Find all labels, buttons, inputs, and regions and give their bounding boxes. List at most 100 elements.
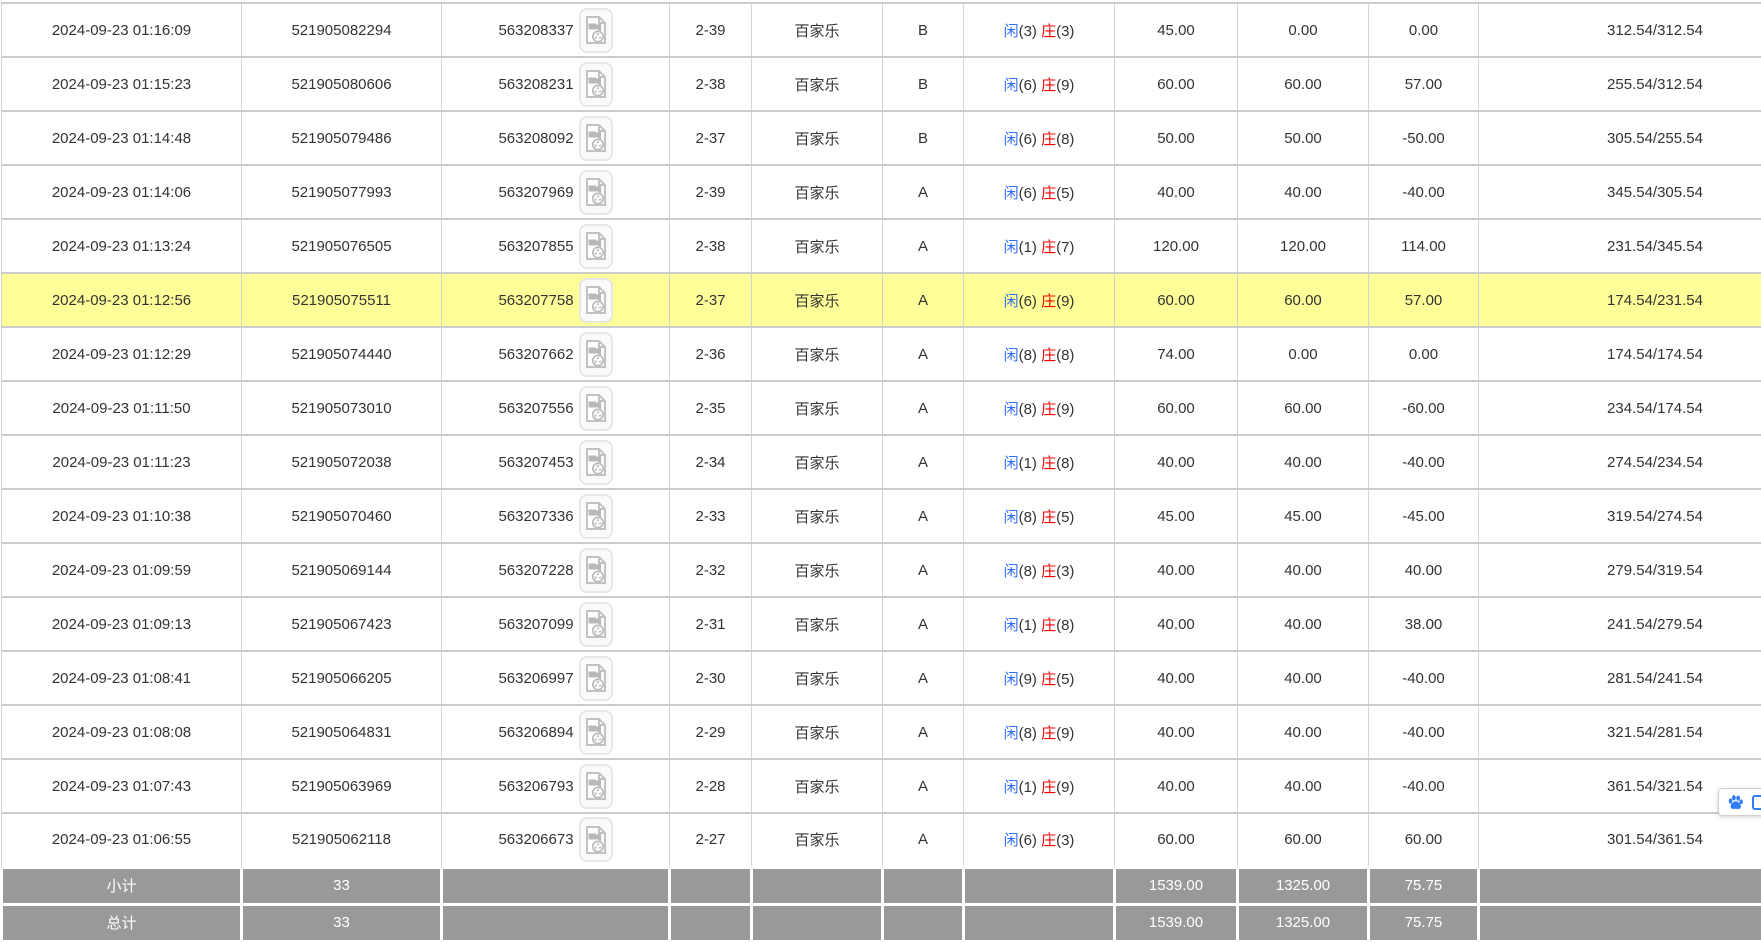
video-replay-button[interactable] — [579, 817, 613, 862]
valid-amount-cell: 40.00 — [1238, 435, 1369, 489]
player-score: (3) — [1019, 23, 1042, 40]
order-id-cell: 521905062118 — [242, 813, 442, 867]
video-replay-button[interactable] — [579, 710, 613, 755]
banker-label: 庄 — [1041, 779, 1056, 796]
balance-cell: 231.54/345.54 — [1479, 219, 1761, 273]
video-replay-button[interactable] — [579, 440, 613, 485]
game-type-cell: 百家乐 — [752, 759, 883, 813]
summary-empty-cell — [670, 904, 752, 941]
banker-score: (8) — [1056, 617, 1074, 634]
player-label: 闲 — [1004, 779, 1019, 796]
valid-amount-cell: 45.00 — [1238, 489, 1369, 543]
order-id-cell: 521905082294 — [242, 3, 442, 57]
result-cell: 闲(1) 庄(8) — [964, 597, 1115, 651]
game-id-group: 563207969 — [498, 170, 612, 215]
banker-score: (9) — [1056, 77, 1074, 94]
result-cell: 闲(1) 庄(9) — [964, 759, 1115, 813]
game-id-group: 563207099 — [498, 602, 612, 647]
video-replay-button[interactable] — [579, 224, 613, 269]
bet-amount-cell: 120.00 — [1115, 219, 1238, 273]
banker-label: 庄 — [1041, 563, 1056, 580]
video-replay-button[interactable] — [579, 8, 613, 53]
game-type-cell: 百家乐 — [752, 435, 883, 489]
video-file-icon — [584, 177, 608, 207]
order-id-cell: 521905064831 — [242, 705, 442, 759]
balance-cell: 274.54/234.54 — [1479, 435, 1761, 489]
video-replay-button[interactable] — [579, 386, 613, 431]
player-label: 闲 — [1004, 131, 1019, 148]
summary-empty-cell — [752, 867, 883, 904]
bet-amount-cell: 60.00 — [1115, 813, 1238, 867]
video-replay-button[interactable] — [579, 602, 613, 647]
result-cell: 闲(6) 庄(3) — [964, 813, 1115, 867]
video-replay-button[interactable] — [579, 62, 613, 107]
game-id-text: 563206894 — [498, 724, 573, 741]
time-cell: 2024-09-23 01:09:13 — [2, 597, 242, 651]
player-score: (1) — [1019, 779, 1042, 796]
order-id-cell: 521905079486 — [242, 111, 442, 165]
table-letter-cell: A — [883, 273, 964, 327]
game-type-cell: 百家乐 — [752, 273, 883, 327]
game-id-group: 563206894 — [498, 710, 612, 755]
result-cell: 闲(1) 庄(7) — [964, 219, 1115, 273]
baidu-search-popup[interactable] — [1718, 788, 1761, 816]
summary-empty-cell — [964, 867, 1115, 904]
win-loss-cell: -40.00 — [1369, 651, 1479, 705]
balance-cell: 319.54/274.54 — [1479, 489, 1761, 543]
video-replay-button[interactable] — [579, 656, 613, 701]
win-loss-cell: -40.00 — [1369, 759, 1479, 813]
player-score: (8) — [1019, 563, 1042, 580]
game-type-cell: 百家乐 — [752, 165, 883, 219]
banker-label: 庄 — [1041, 509, 1056, 526]
round-cell: 2-31 — [670, 597, 752, 651]
valid-amount-cell: 120.00 — [1238, 219, 1369, 273]
video-replay-button[interactable] — [579, 170, 613, 215]
video-replay-button[interactable] — [579, 494, 613, 539]
player-label: 闲 — [1004, 401, 1019, 418]
time-cell: 2024-09-23 01:11:23 — [2, 435, 242, 489]
summary-label-cell: 总计 — [2, 904, 242, 941]
valid-amount-cell: 40.00 — [1238, 651, 1369, 705]
summary-label-cell: 小计 — [2, 867, 242, 904]
time-cell: 2024-09-23 01:12:56 — [2, 273, 242, 327]
video-replay-button[interactable] — [579, 764, 613, 809]
player-score: (9) — [1019, 671, 1042, 688]
summary-empty-cell — [752, 904, 883, 941]
table-letter-cell: A — [883, 219, 964, 273]
balance-cell: 312.54/312.54 — [1479, 3, 1761, 57]
banker-label: 庄 — [1041, 401, 1056, 418]
game-id-cell: 563207969 — [442, 165, 670, 219]
banker-score: (3) — [1056, 832, 1074, 849]
video-replay-button[interactable] — [579, 116, 613, 161]
game-type-cell: 百家乐 — [752, 651, 883, 705]
video-replay-button[interactable] — [579, 332, 613, 377]
balance-cell: 279.54/319.54 — [1479, 543, 1761, 597]
banker-label: 庄 — [1041, 77, 1056, 94]
banker-label: 庄 — [1041, 347, 1056, 364]
video-replay-button[interactable] — [579, 548, 613, 593]
game-id-cell: 563206673 — [442, 813, 670, 867]
game-id-cell: 563207336 — [442, 489, 670, 543]
banker-score: (9) — [1056, 725, 1074, 742]
video-replay-button[interactable] — [579, 278, 613, 323]
player-label: 闲 — [1004, 725, 1019, 742]
result-cell: 闲(3) 庄(3) — [964, 3, 1115, 57]
round-cell: 2-34 — [670, 435, 752, 489]
result-cell: 闲(6) 庄(8) — [964, 111, 1115, 165]
